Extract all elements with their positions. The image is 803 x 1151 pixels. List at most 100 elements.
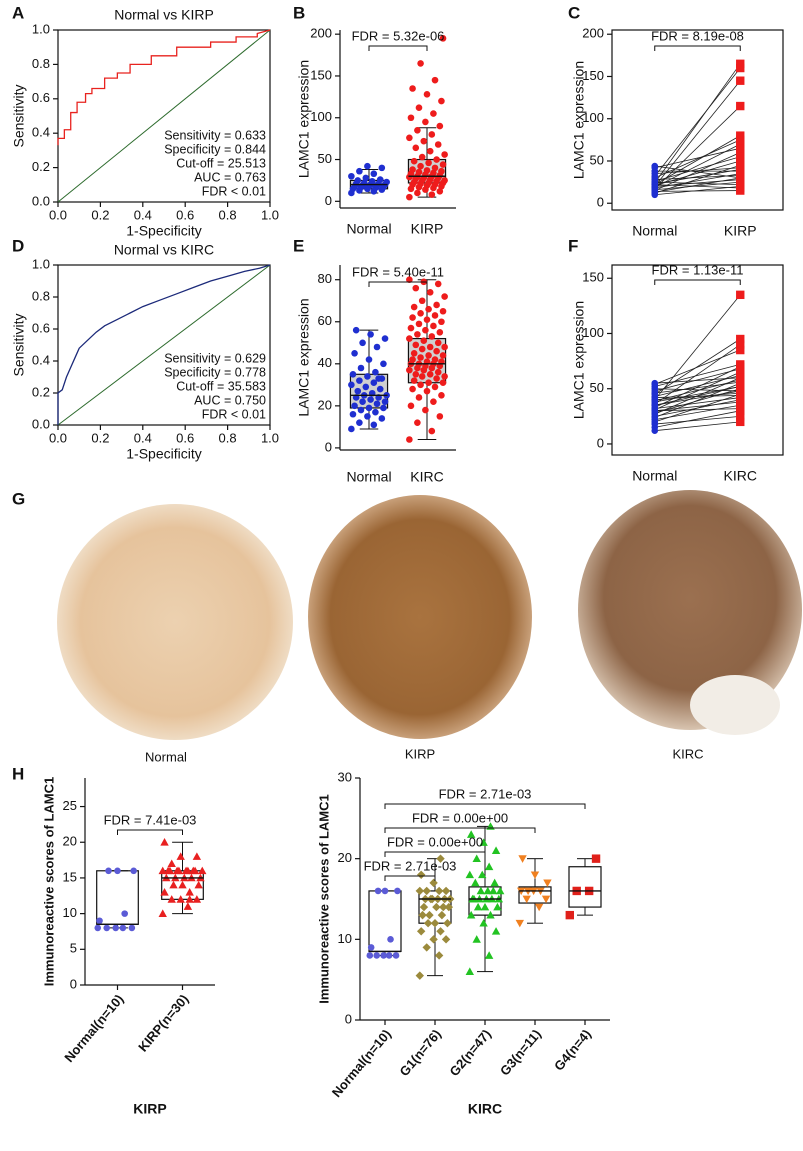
- data-point: [416, 870, 426, 879]
- data-point: [412, 284, 420, 292]
- y-tick-label: 30: [338, 769, 352, 784]
- data-point: [412, 341, 420, 349]
- data-point: [430, 169, 437, 177]
- data-point: [441, 343, 448, 351]
- data-point: [381, 398, 389, 405]
- data-point: [409, 385, 416, 393]
- data-point: [441, 177, 448, 184]
- data-point: [406, 193, 413, 201]
- y-tick-label: 25: [63, 798, 77, 813]
- data-point: [436, 187, 444, 195]
- data-point: [367, 396, 374, 403]
- data-point: [194, 880, 203, 889]
- data-point: [407, 114, 415, 122]
- x-tick-label: G4(n=4): [551, 1026, 594, 1073]
- data-point: [491, 927, 501, 935]
- data-point: [354, 387, 362, 395]
- data-point: [422, 118, 429, 126]
- data-point: [591, 854, 601, 863]
- data-point: [419, 902, 429, 912]
- y-tick-label: 20: [318, 397, 332, 412]
- data-point: [438, 392, 445, 399]
- x-tick-label: KIRP(n=30): [135, 991, 191, 1054]
- data-point: [425, 910, 434, 920]
- data-point: [736, 59, 745, 69]
- data-point: [423, 316, 431, 323]
- data-point: [434, 141, 442, 148]
- y-tick-label: 150: [582, 270, 604, 285]
- y-tick-label: 0: [70, 976, 77, 991]
- x-axis-label: KIRC: [468, 1101, 502, 1117]
- data-point: [417, 310, 424, 317]
- data-point: [434, 339, 442, 347]
- annotation: Specificity = 0.844: [164, 142, 266, 156]
- data-point: [349, 410, 357, 418]
- data-point: [426, 289, 434, 296]
- pair-line: [654, 177, 741, 193]
- data-point: [736, 373, 745, 382]
- pair-line: [654, 181, 741, 186]
- y-tick-label: 0.8: [32, 288, 50, 303]
- x-tick-label: G2(n=47): [446, 1026, 493, 1079]
- data-point: [426, 343, 434, 351]
- pair-line: [654, 404, 741, 421]
- data-point: [496, 886, 505, 895]
- data-point: [429, 878, 438, 888]
- data-point: [479, 919, 488, 927]
- data-point: [415, 320, 423, 328]
- y-tick-label: 200: [582, 26, 604, 41]
- pair-line: [654, 401, 741, 412]
- pair-line: [654, 397, 741, 410]
- pair-line: [654, 415, 741, 425]
- x-tick-label: 0.4: [134, 430, 152, 445]
- data-point: [165, 866, 175, 875]
- x-tick-label: KIRP: [411, 221, 444, 237]
- data-point: [364, 413, 371, 420]
- data-point: [375, 375, 382, 382]
- data-point: [472, 854, 481, 863]
- data-point: [471, 878, 480, 887]
- pair-line: [654, 349, 741, 385]
- pair-line: [654, 135, 741, 185]
- y-tick-label: 0.4: [32, 352, 50, 367]
- annotation: Sensitivity = 0.633: [164, 128, 266, 142]
- x-tick-label: 0.4: [134, 207, 152, 222]
- data-point: [420, 137, 428, 145]
- box: [518, 886, 552, 904]
- data-point: [736, 345, 745, 355]
- data-point: [736, 135, 745, 145]
- data-point: [430, 110, 437, 117]
- image-caption: Normal: [145, 749, 187, 764]
- data-point: [483, 886, 492, 895]
- y-axis-label: LAMC1 expression: [296, 298, 312, 416]
- data-point: [439, 161, 447, 168]
- data-point: [357, 406, 365, 414]
- data-point: [365, 404, 373, 412]
- data-point: [169, 880, 178, 889]
- pair-line: [654, 344, 741, 405]
- data-point: [119, 924, 127, 932]
- data-point: [736, 144, 745, 153]
- data-point: [185, 895, 194, 903]
- data-point: [176, 852, 185, 860]
- data-point: [381, 887, 389, 895]
- data-point: [736, 180, 745, 189]
- x-tick-label: G3(n=11): [497, 1026, 544, 1078]
- data-point: [431, 164, 439, 172]
- data-point: [436, 122, 444, 130]
- annotation: FDR = 2.71e-03: [364, 858, 457, 873]
- pair-line: [654, 390, 741, 406]
- tissue-image: [578, 490, 802, 730]
- data-point: [651, 379, 659, 387]
- data-point: [433, 301, 440, 309]
- data-point: [392, 952, 400, 959]
- data-point: [372, 368, 379, 376]
- significance-bracket: [654, 279, 741, 285]
- data-point: [418, 297, 426, 305]
- data-point: [434, 280, 442, 288]
- data-point: [438, 167, 445, 175]
- y-tick-label: 0.2: [32, 159, 50, 174]
- x-tick-label: KIRP: [724, 223, 757, 239]
- data-point: [418, 345, 426, 353]
- data-point: [185, 888, 194, 896]
